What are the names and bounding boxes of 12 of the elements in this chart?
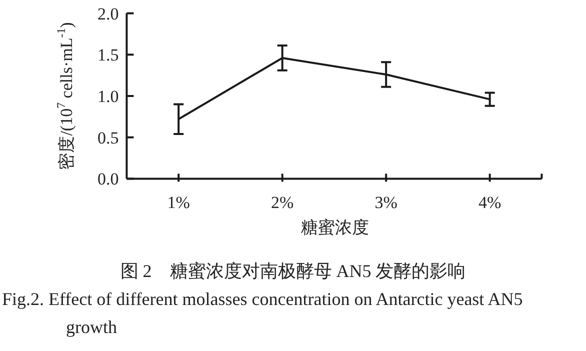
- text: 图 2 糖蜜浓度对南极酵母 AN5 发酵的影响: [120, 261, 466, 281]
- x-tick-label: 3%: [374, 193, 398, 212]
- x-tick-label: 1%: [167, 193, 190, 212]
- y-tick-label: 1.0: [97, 87, 119, 106]
- x-axis-title: 糖蜜浓度: [301, 218, 369, 237]
- x-tick-label: 4%: [478, 193, 502, 212]
- y-tick-label: 0.5: [97, 128, 119, 148]
- text: Fig.2. Effect of different molasses concentration on Antarctic yeast AN5 growth: [2, 289, 523, 337]
- y-tick-label: 0.0: [97, 170, 119, 189]
- y-tick-label: 1.5: [97, 46, 119, 65]
- x-tick-label: 2%: [270, 193, 294, 212]
- y-tick-label: 2.0: [97, 4, 119, 24]
